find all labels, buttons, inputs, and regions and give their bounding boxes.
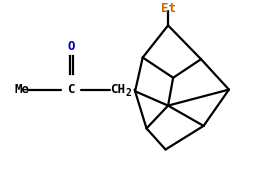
Text: CH: CH	[110, 83, 125, 96]
Text: Me: Me	[14, 83, 29, 96]
Text: Et: Et	[160, 2, 175, 15]
Text: C: C	[67, 83, 75, 96]
Text: 2: 2	[125, 88, 131, 98]
Text: O: O	[67, 40, 75, 53]
